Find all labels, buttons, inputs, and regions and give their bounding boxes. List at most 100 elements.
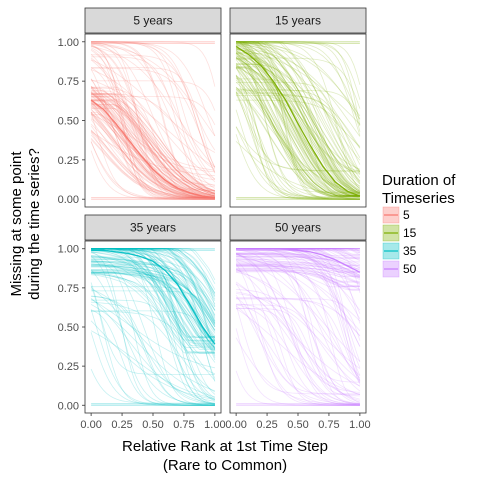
- individual-curve: [235, 259, 360, 406]
- individual-curve: [91, 248, 216, 328]
- facet-panel-3: 35 years 0.00 0.25 0.50 0.75 1.00 0.00 0.25 0.50…: [58, 214, 226, 431]
- individual-curve: [236, 253, 360, 277]
- individual-curve: [91, 248, 216, 295]
- individual-curve: [91, 94, 216, 192]
- individual-curve: [90, 48, 215, 200]
- individual-curve: [91, 248, 215, 338]
- individual-curve: [235, 41, 360, 196]
- individual-curve: [91, 41, 216, 195]
- individual-curve: [90, 111, 215, 198]
- individual-curve: [236, 265, 360, 287]
- mean-curve: [235, 45, 361, 197]
- individual-curve: [236, 304, 360, 404]
- individual-curve: [91, 248, 216, 356]
- individual-curve: [236, 248, 361, 384]
- individual-curve: [91, 260, 216, 339]
- individual-curve: [236, 45, 361, 195]
- individual-curve: [236, 41, 361, 126]
- individual-curve: [90, 103, 215, 194]
- individual-curve: [90, 282, 215, 375]
- individual-curve: [235, 134, 360, 200]
- individual-curve: [91, 272, 216, 322]
- individual-curve: [235, 51, 360, 197]
- individual-curve: [235, 304, 360, 395]
- individual-curve: [235, 283, 360, 400]
- individual-curve: [236, 66, 361, 195]
- individual-curve: [91, 248, 216, 379]
- individual-curve: [235, 141, 360, 197]
- individual-curve: [90, 106, 215, 199]
- individual-curve: [235, 53, 360, 197]
- individual-curve: [90, 150, 215, 200]
- individual-curve: [90, 132, 215, 199]
- individual-curve: [236, 254, 360, 278]
- individual-curves: [90, 248, 216, 406]
- legend-title-line-1: Duration of: [382, 172, 456, 189]
- individual-curve: [90, 101, 215, 198]
- individual-curve: [91, 269, 216, 326]
- individual-curve: [235, 91, 360, 200]
- x-tick-label: 0.75: [318, 419, 339, 431]
- individual-curve: [236, 254, 361, 376]
- individual-curve: [90, 125, 215, 198]
- individual-curve: [91, 248, 216, 290]
- individual-curve: [91, 248, 216, 402]
- individual-curve: [91, 93, 215, 197]
- y-tick-label: 1.00: [58, 37, 79, 49]
- individual-curve: [236, 41, 360, 196]
- individual-curve: [91, 248, 215, 342]
- individual-curve: [91, 42, 215, 200]
- individual-curve: [236, 266, 361, 284]
- individual-curve: [236, 307, 360, 383]
- y-axis-title: Missing at some pointduring the time ser…: [8, 148, 43, 300]
- individual-curve: [236, 269, 360, 406]
- individual-curve: [91, 41, 216, 173]
- x-axis-title-line-2: (Rare to Common): [163, 457, 287, 474]
- individual-curve: [90, 287, 216, 392]
- facet-strip-label: 5 years: [133, 14, 172, 28]
- individual-curve: [236, 91, 360, 199]
- x-axis-title-line-1: Relative Rank at 1st Time Step: [122, 438, 328, 455]
- individual-curve: [91, 248, 215, 337]
- individual-curve: [235, 68, 360, 197]
- individual-curve: [235, 308, 361, 395]
- mean-curve: [236, 248, 361, 273]
- individual-curve: [91, 248, 216, 395]
- individual-curve: [91, 262, 216, 308]
- individual-curves: [235, 41, 361, 200]
- individual-curve: [236, 41, 360, 197]
- individual-curve: [91, 248, 216, 311]
- individual-curve: [90, 98, 215, 198]
- individual-curve: [235, 337, 360, 406]
- individual-curve: [90, 59, 216, 153]
- individual-curve: [91, 41, 215, 199]
- individual-curve: [235, 45, 360, 197]
- facet-strip: [84, 7, 222, 34]
- individual-curve: [235, 65, 360, 197]
- individual-curve: [235, 82, 360, 195]
- individual-curve: [91, 248, 216, 300]
- individual-curve: [90, 269, 215, 406]
- individual-curve: [91, 251, 216, 337]
- individual-curve: [91, 265, 216, 328]
- individual-curve: [236, 271, 361, 404]
- individual-curve: [236, 263, 360, 286]
- individual-curve: [236, 52, 361, 147]
- individual-curve: [90, 44, 215, 200]
- individual-curve: [90, 53, 215, 191]
- individual-curve: [236, 253, 361, 277]
- individual-curve: [236, 88, 361, 165]
- individual-curve: [90, 251, 215, 406]
- individual-curve: [91, 259, 215, 349]
- individual-curve: [91, 100, 215, 195]
- individual-curve: [236, 265, 361, 277]
- individual-curve: [90, 131, 215, 199]
- individual-curve: [90, 79, 216, 168]
- individual-curve: [91, 251, 216, 349]
- individual-curve: [91, 96, 215, 194]
- individual-curve: [90, 100, 215, 200]
- individual-curve: [90, 92, 215, 198]
- individual-curve: [91, 92, 216, 183]
- individual-curve: [91, 261, 215, 406]
